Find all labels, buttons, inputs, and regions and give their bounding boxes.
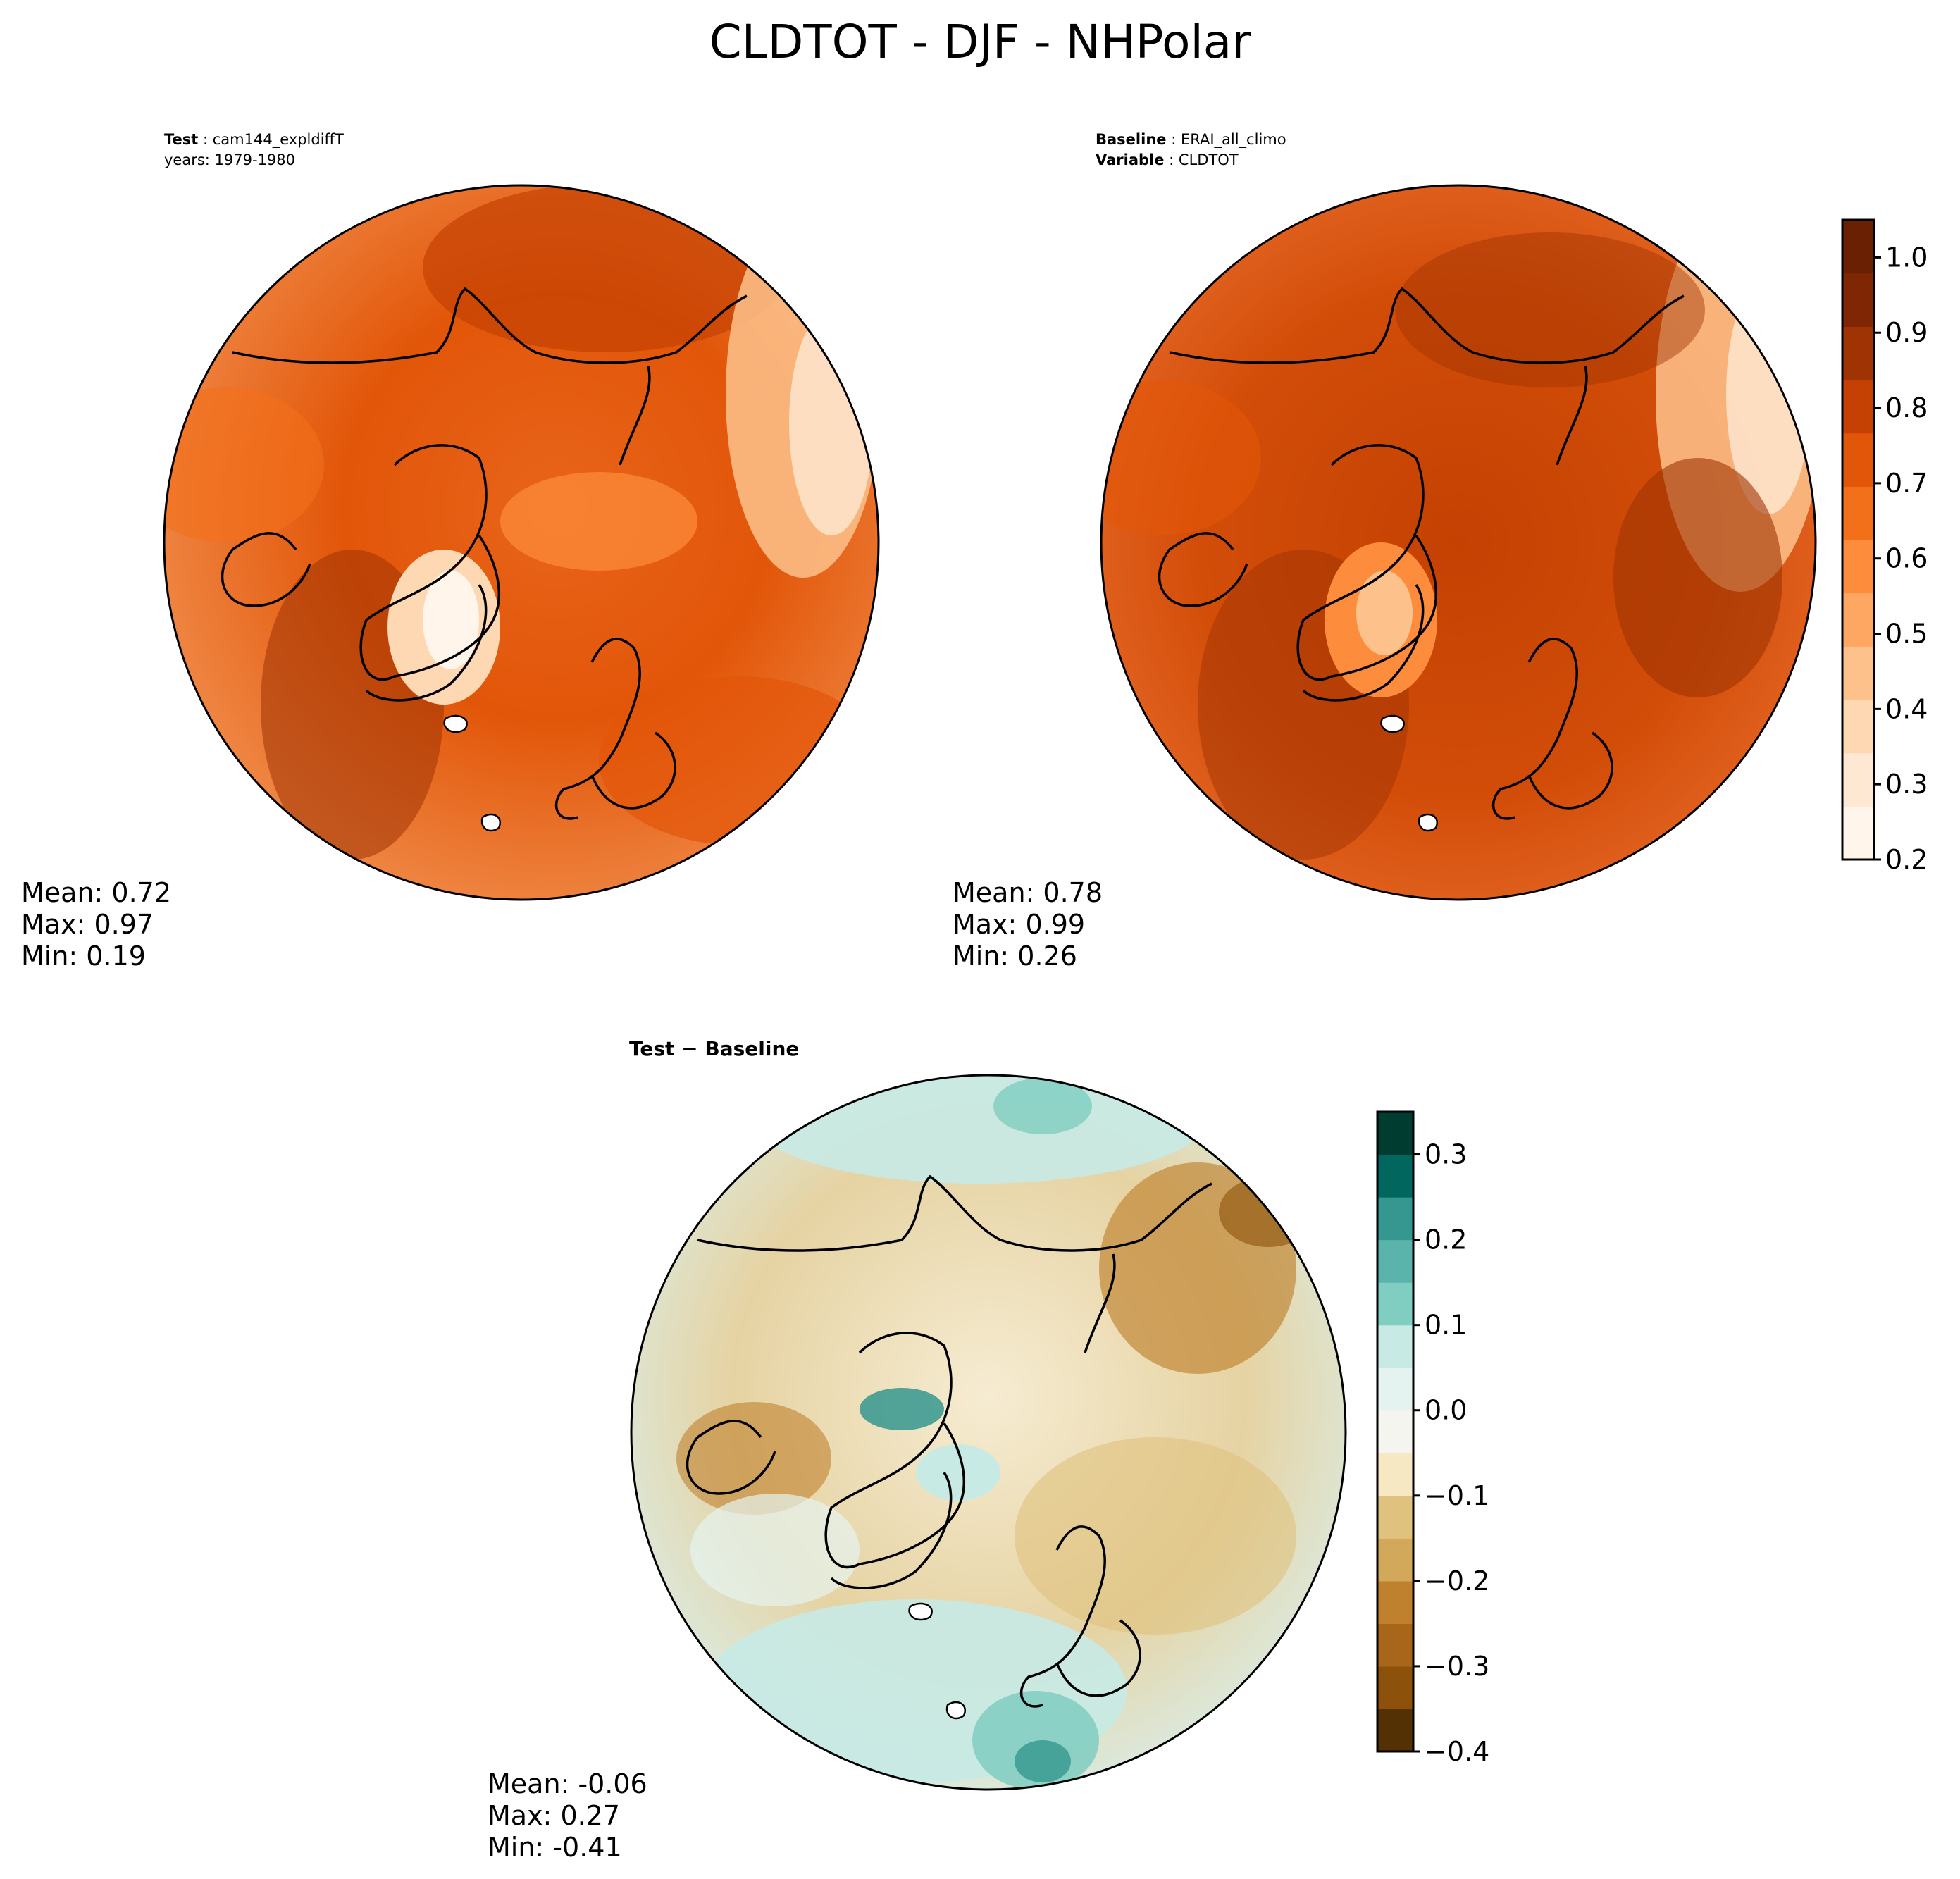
colorbar-top-tick-label: 0.2: [1885, 844, 1928, 875]
colorbar-top-tick-label: 0.5: [1885, 619, 1928, 650]
colorbar-top-tick-label: 0.9: [1885, 317, 1928, 348]
colorbar-diff-band: [1377, 1580, 1413, 1624]
colorbar-top-band: [1842, 433, 1874, 487]
colorbar-diff-tick-label: 0.1: [1425, 1310, 1467, 1341]
baseline-mean: Mean: 0.78: [953, 877, 1103, 908]
test-label: Test : cam144_expldiffT: [164, 131, 344, 149]
colorbar-top-band: [1842, 752, 1874, 807]
colorbar-diff-band: [1377, 1495, 1413, 1539]
figure-title: CLDTOT - DJF - NHPolar: [709, 15, 1252, 69]
colorbar-diff-tick-label: −0.4: [1425, 1736, 1489, 1767]
colorbar-diff-ticks: 0.3 0.2 0.1 0.0 −0.1 −0.2 −0.3 −0.4: [1413, 1139, 1489, 1767]
baseline-map-border: [1100, 184, 1817, 901]
colorbar-diff-tick-label: −0.1: [1425, 1480, 1489, 1511]
colorbar-diff-band: [1377, 1282, 1413, 1326]
diff-panel: Test − Baseline: [488, 1037, 1347, 1863]
baseline-panel: Baseline : ERAI_all_climo Variable : CLD…: [953, 131, 1817, 972]
baseline-max: Max: 0.99: [953, 909, 1085, 940]
colorbar-top-band: [1842, 486, 1874, 540]
colorbar-top-tick-label: 0.6: [1885, 543, 1928, 574]
test-mean: Mean: 0.72: [21, 877, 171, 908]
colorbar-top-fill: [1842, 220, 1874, 860]
baseline-variable-key: Variable: [1096, 151, 1164, 168]
baseline-label-sep: :: [1167, 131, 1181, 148]
colorbar-diff-band: [1377, 1368, 1413, 1411]
baseline-variable-value: CLDTOT: [1179, 151, 1239, 168]
test-max: Max: 0.97: [21, 909, 154, 940]
colorbar-diff-band: [1377, 1623, 1413, 1667]
colorbar-diff-band: [1377, 1197, 1413, 1241]
colorbar-top-band: [1842, 326, 1874, 380]
colorbar-diff-band: [1377, 1538, 1413, 1582]
colorbar-diff-band: [1377, 1325, 1413, 1368]
baseline-label-key: Baseline: [1096, 131, 1167, 148]
colorbar-top-tick-label: 1.0: [1885, 242, 1928, 273]
test-min: Min: 0.19: [21, 941, 146, 972]
baseline-variable: Variable : CLDTOT: [1096, 151, 1239, 168]
test-panel: Test : cam144_expldiffT years: 1979-1980: [21, 131, 880, 972]
colorbar-top-tick-label: 0.3: [1885, 769, 1928, 800]
colorbar-top-tick-label: 0.7: [1885, 468, 1928, 499]
diff-map-border: [630, 1074, 1347, 1791]
colorbar-top-band: [1842, 273, 1874, 327]
colorbar-diff-fill: [1377, 1112, 1413, 1752]
test-map: [164, 185, 879, 900]
colorbar-diff-band: [1377, 1410, 1413, 1453]
colorbar-top: 1.0 0.9 0.8 0.7 0.6 0.5 0.4 0.3 0.2: [1841, 218, 1928, 875]
test-label-sep: :: [198, 131, 212, 148]
diff-label: Test − Baseline: [629, 1037, 799, 1060]
colorbar-top-tick-label: 0.4: [1885, 693, 1928, 724]
test-label-key: Test: [164, 131, 198, 148]
colorbar-diff-band: [1377, 1112, 1413, 1155]
test-label-value: cam144_expldiffT: [213, 131, 344, 149]
colorbar-diff-band: [1377, 1154, 1413, 1198]
colorbar-diff-band: [1377, 1239, 1413, 1283]
baseline-min: Min: 0.26: [953, 941, 1077, 972]
colorbar-diff-frame: [1376, 1110, 1415, 1753]
colorbar-top-band: [1842, 220, 1874, 274]
diff-mean: Mean: -0.06: [488, 1768, 647, 1799]
colorbar-top-band: [1842, 806, 1874, 860]
baseline-label: Baseline : ERAI_all_climo: [1096, 131, 1286, 149]
colorbar-top-frame: [1841, 218, 1875, 861]
colorbar-diff-band: [1377, 1709, 1413, 1752]
test-years: years: 1979-1980: [164, 151, 295, 168]
baseline-variable-sep: :: [1164, 151, 1178, 168]
colorbar-top-band: [1842, 380, 1874, 434]
colorbar-diff: 0.3 0.2 0.1 0.0 −0.1 −0.2 −0.3 −0.4: [1376, 1110, 1489, 1767]
baseline-label-value: ERAI_all_climo: [1181, 131, 1286, 149]
colorbar-diff-band: [1377, 1666, 1413, 1710]
diff-min: Min: -0.41: [488, 1832, 622, 1863]
baseline-map: [1101, 185, 1816, 900]
colorbar-top-band: [1842, 593, 1874, 647]
colorbar-diff-tick-label: 0.3: [1425, 1139, 1467, 1170]
colorbar-top-ticks: 1.0 0.9 0.8 0.7 0.6 0.5 0.4 0.3 0.2: [1874, 242, 1928, 875]
colorbar-top-band: [1842, 540, 1874, 594]
colorbar-top-tick-label: 0.8: [1885, 392, 1928, 423]
diff-max: Max: 0.27: [488, 1800, 620, 1831]
colorbar-diff-tick-label: 0.2: [1425, 1224, 1467, 1255]
colorbar-diff-band: [1377, 1453, 1413, 1496]
diff-map: [631, 1075, 1346, 1790]
colorbar-top-band: [1842, 646, 1874, 700]
colorbar-top-band: [1842, 700, 1874, 754]
colorbar-diff-tick-label: −0.2: [1425, 1565, 1489, 1596]
test-map-border: [163, 184, 880, 901]
colorbar-diff-tick-label: 0.0: [1425, 1395, 1467, 1426]
colorbar-diff-tick-label: −0.3: [1425, 1651, 1489, 1682]
